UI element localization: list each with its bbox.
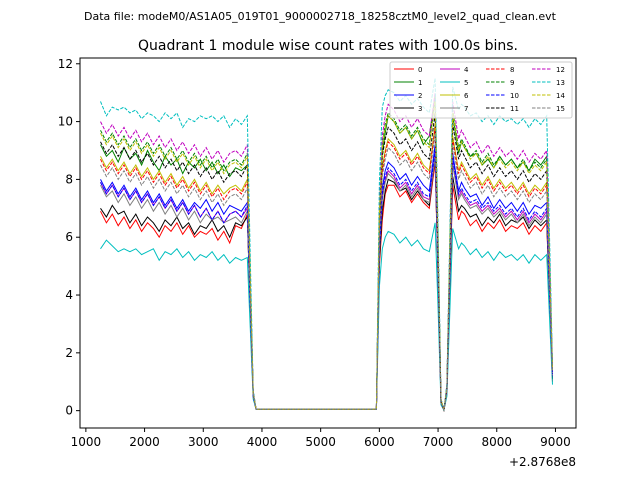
legend-label-11: 11	[510, 105, 519, 113]
series-line-3	[100, 156, 553, 413]
legend-label-5: 5	[464, 79, 468, 87]
y-tick-label: 4	[65, 288, 73, 302]
x-tick-label: 4000	[247, 435, 278, 449]
y-tick-label: 0	[65, 404, 73, 418]
x-tick-label: 8000	[481, 435, 512, 449]
series-line-7	[100, 156, 553, 411]
x-tick-label: 2000	[129, 435, 160, 449]
series-layer	[100, 78, 553, 413]
legend-label-14: 14	[556, 92, 565, 100]
x-axis: 1000 2000 3000 4000 5000 6000 7000 8000 9000	[71, 428, 571, 449]
y-tick-label: 10	[58, 115, 73, 129]
legend-label-2: 2	[418, 92, 422, 100]
x-tick-label: 9000	[540, 435, 571, 449]
y-tick-label: 6	[65, 230, 73, 244]
y-tick-label: 8	[65, 172, 73, 186]
series-line-8	[100, 127, 553, 411]
legend-label-0: 0	[418, 66, 422, 74]
x-tick-label: 6000	[364, 435, 395, 449]
legend-label-7: 7	[464, 105, 468, 113]
series-line-0	[100, 162, 553, 413]
series-line-5	[100, 222, 553, 412]
legend-label-3: 3	[418, 105, 422, 113]
legend-label-8: 8	[510, 66, 514, 74]
series-line-6	[100, 124, 553, 411]
legend-frame	[389, 61, 573, 119]
series-line-10	[100, 150, 553, 411]
legend-label-12: 12	[556, 66, 565, 74]
legend-label-6: 6	[464, 92, 469, 100]
x-tick-label: 7000	[423, 435, 454, 449]
legend-label-10: 10	[510, 92, 519, 100]
legend-label-13: 13	[556, 79, 565, 87]
chart-title: Quadrant 1 module wise count rates with …	[138, 38, 518, 54]
x-axis-offset-label: +2.8768e8	[509, 455, 576, 469]
x-tick-label: 3000	[188, 435, 219, 449]
x-tick-label: 5000	[305, 435, 336, 449]
x-tick-label: 1000	[71, 435, 102, 449]
legend-label-4: 4	[464, 66, 469, 74]
figure-suptitle: Data file: modeM0/AS1A05_019T01_90000027…	[84, 10, 557, 23]
series-line-15	[100, 133, 553, 411]
legend-label-1: 1	[418, 79, 422, 87]
y-axis: 0 2 4 6 8 10 12	[58, 57, 80, 418]
plot-area-frame	[79, 57, 577, 429]
legend-label-15: 15	[556, 105, 565, 113]
series-line-2	[100, 144, 553, 411]
y-tick-label: 2	[65, 346, 73, 360]
series-line-14	[100, 101, 553, 411]
y-tick-label: 12	[58, 57, 73, 71]
legend-label-9: 9	[510, 79, 514, 87]
